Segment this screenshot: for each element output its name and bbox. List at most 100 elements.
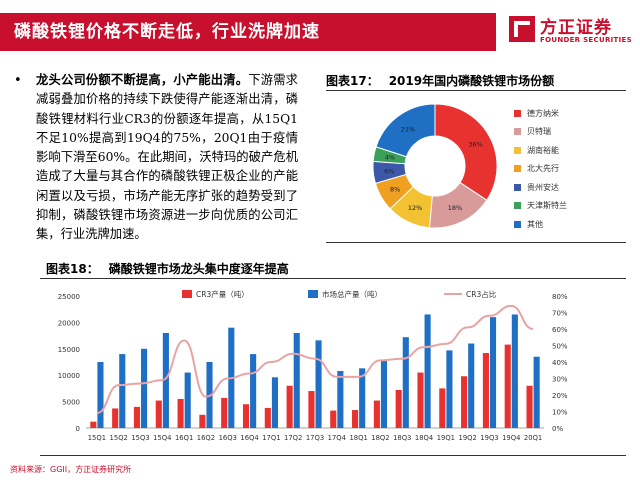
bar-market-output — [184, 372, 191, 428]
bar-market-output — [250, 354, 257, 428]
bar-market-output — [489, 317, 497, 428]
y-right-tick-label: 10% — [552, 409, 568, 417]
x-tick-label: 17Q1 — [262, 434, 280, 442]
figure-18-rule — [40, 278, 626, 279]
bar-market-output — [293, 332, 300, 428]
figure-18-bottom-rule — [40, 455, 626, 456]
pie-legend-item: 湖南裕能 — [514, 141, 624, 160]
y-left-tick-label: 5000 — [62, 399, 80, 407]
bar-cr3-output — [133, 406, 141, 428]
bar-market-output — [468, 343, 475, 428]
y-left-tick-label: 0 — [76, 425, 80, 433]
legend-label: 其他 — [527, 219, 543, 229]
bullet-marker: • — [14, 73, 22, 88]
header-title-bar — [0, 13, 496, 51]
bar-market-output — [119, 354, 126, 428]
bar-market-output — [162, 332, 169, 428]
figure-17-title: 图表17： 2019年国内磷酸铁锂市场份额 — [326, 72, 554, 89]
legend-swatch — [514, 109, 521, 117]
bar-legend-label: 市场总产量（吨） — [322, 289, 382, 299]
x-tick-label: 19Q4 — [502, 434, 520, 442]
bar-market-output — [337, 370, 344, 428]
legend-swatch — [514, 165, 521, 173]
x-tick-label: 18Q1 — [349, 434, 367, 442]
x-tick-label: 15Q2 — [110, 434, 128, 442]
pie-data-label-6: 4% — [385, 154, 395, 162]
y-left-tick-label: 10000 — [58, 372, 80, 380]
pie-data-label-3: 12% — [408, 204, 422, 212]
line-cr3-share — [96, 304, 534, 415]
figure-17-bottom-rule — [326, 242, 626, 243]
x-tick-label: 18Q2 — [371, 434, 389, 442]
bar-cr3-output — [177, 398, 184, 428]
pie-legend-item: 德方纳米 — [514, 104, 624, 123]
y-right-tick-label: 20% — [552, 392, 568, 400]
figure-17-label: 图表17： — [326, 74, 379, 88]
legend-swatch — [514, 183, 521, 191]
bar-cr3-output — [308, 391, 315, 428]
bar-market-output — [315, 340, 322, 428]
legend-label: 湖南裕能 — [527, 145, 559, 155]
legend-swatch — [514, 128, 521, 136]
legend-swatch — [514, 146, 521, 154]
y-right-tick-label: 60% — [552, 326, 568, 334]
bar-market-output — [141, 348, 148, 428]
y-right-tick-label: 50% — [552, 343, 568, 351]
y-left-tick-label: 20000 — [58, 319, 80, 327]
bar-market-output — [271, 377, 278, 428]
pie-data-label-2: 18% — [448, 204, 462, 212]
pie-legend-item: 北大先行 — [514, 160, 624, 179]
y-right-tick-label: 0% — [552, 425, 563, 433]
x-tick-label: 15Q3 — [131, 434, 149, 442]
bar-market-output — [402, 337, 409, 428]
bar-cr3-output — [373, 400, 380, 428]
y-left-tick-label: 15000 — [58, 346, 80, 354]
logo-text-cn: 方正证券 — [540, 18, 612, 38]
bar-cr3-output — [330, 410, 337, 428]
legend-label: 贵州安达 — [527, 182, 559, 192]
y-right-tick-label: 30% — [552, 376, 568, 384]
pie-data-label-4: 8% — [390, 186, 400, 194]
bar-cr3-output — [417, 372, 424, 428]
legend-label: 北大先行 — [527, 164, 559, 174]
bar-cr3-output — [242, 404, 250, 428]
y-right-tick-label: 40% — [552, 359, 568, 367]
x-tick-label: 19Q3 — [480, 434, 498, 442]
x-tick-label: 17Q3 — [306, 434, 324, 442]
legend-swatch — [182, 290, 192, 298]
paragraph-lead: 龙头公司份额不断提高，小产能出清。 — [36, 72, 249, 87]
pie-legend-item: 天津斯特兰 — [514, 197, 624, 216]
legend-label: 天津斯特兰 — [527, 201, 567, 211]
figure-18-label: 图表18： — [46, 262, 99, 276]
bar-cr3-output — [352, 410, 359, 428]
x-tick-label: 18Q4 — [415, 434, 433, 442]
legend-label: 德方纳米 — [527, 108, 559, 118]
pie-legend-item: 贝特瑞 — [514, 123, 624, 142]
bar-market-output — [424, 314, 431, 428]
figure-18-title: 图表18： 磷酸铁锂市场龙头集中度逐年提高 — [46, 260, 289, 277]
x-tick-label: 20Q1 — [524, 434, 542, 442]
paragraph-text: 下游需求减弱叠加价格的持续下跌使得产能逐渐出清，磷酸铁锂材料行业CR3的份额逐年… — [36, 73, 298, 242]
bar-cr3-output — [504, 344, 511, 428]
legend-swatch — [514, 202, 521, 210]
body-paragraph: 龙头公司份额不断提高，小产能出清。下游需求减弱叠加价格的持续下跌使得产能逐渐出清… — [36, 70, 298, 245]
page-title: 磷酸铁锂价格不断走低，行业洗牌加速 — [14, 22, 320, 42]
x-tick-label: 16Q4 — [240, 434, 258, 442]
pie-legend-item: 贵州安达 — [514, 178, 624, 197]
x-tick-label: 16Q2 — [197, 434, 215, 442]
x-tick-label: 16Q3 — [219, 434, 237, 442]
pie-data-label-7: 21% — [401, 125, 415, 133]
bar-line-chart: 0 5000 10000 15000 20000 25000 0% 10% 20% 30% 40% 5… — [58, 289, 568, 442]
legend-swatch — [308, 290, 318, 298]
pie-slice-7 — [375, 103, 436, 158]
bar-cr3-output — [221, 397, 228, 428]
y-right-tick-label: 80% — [552, 293, 568, 301]
pie-data-label-1: 36% — [468, 141, 482, 149]
bar-cr3-output — [155, 400, 162, 428]
source-footnote: 资料来源：GGII，方正证券研究所 — [10, 465, 132, 474]
x-tick-label: 16Q1 — [175, 434, 193, 442]
bar-market-output — [380, 360, 388, 428]
pie-legend: 德方纳米贝特瑞湖南裕能北大先行贵州安达天津斯特兰其他 — [514, 104, 624, 234]
y-left-tick-label: 25000 — [58, 293, 80, 301]
bar-cr3-output — [264, 407, 271, 428]
